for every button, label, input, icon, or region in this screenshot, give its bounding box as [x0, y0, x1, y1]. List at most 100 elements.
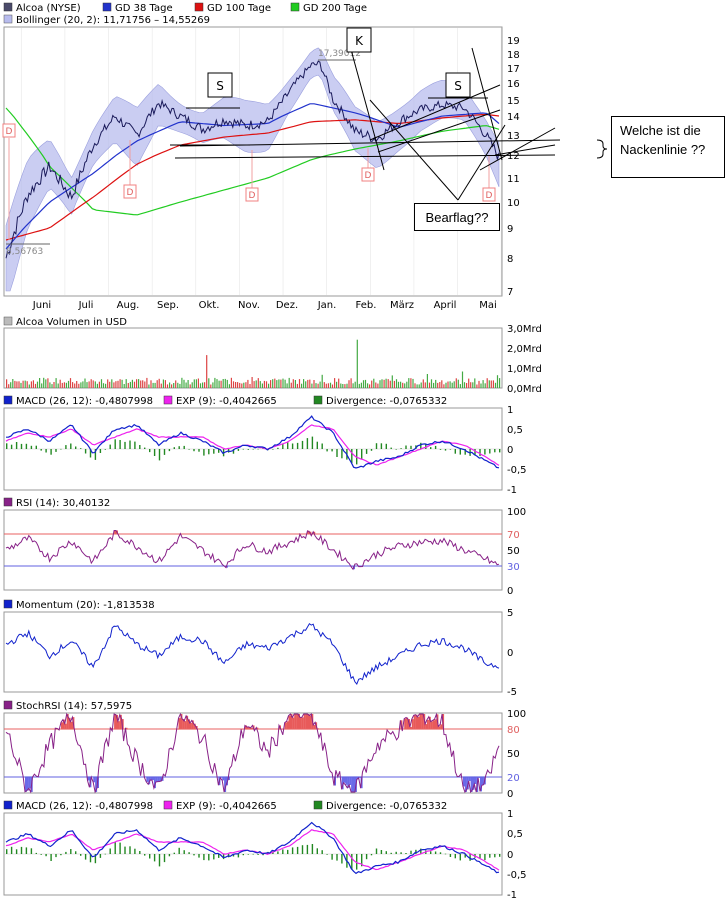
- volume-bar: [408, 378, 410, 388]
- divergence-bar: [341, 449, 343, 459]
- volume-bar: [228, 384, 230, 388]
- volume-bar: [414, 383, 416, 388]
- divergence-bar: [168, 449, 171, 452]
- oversold-fill: [474, 776, 477, 784]
- volume-bar: [129, 381, 131, 388]
- month-maerz: März: [390, 300, 414, 311]
- divergence-bar: [119, 440, 121, 449]
- divergence-bar: [213, 449, 215, 454]
- volume-bar: [391, 375, 393, 388]
- overbought-fill: [421, 714, 424, 730]
- divergence-bar: [499, 449, 501, 453]
- divergence-bar: [331, 449, 333, 452]
- volume-bar: [150, 380, 152, 388]
- divergence-bar: [15, 849, 18, 854]
- price-tick-11: 11: [507, 174, 520, 185]
- divergence-bar: [158, 449, 161, 461]
- macd2-tick-0: 0: [507, 850, 513, 861]
- volume-bar: [191, 382, 193, 388]
- macd1-macd-line: [5, 415, 500, 469]
- dividend-marker-5: D: [486, 191, 493, 201]
- divergence-bar: [430, 851, 432, 854]
- volume-bar: [189, 384, 191, 388]
- overbought-fill: [440, 724, 443, 730]
- divergence-bar: [114, 842, 116, 854]
- overbought-fill: [286, 721, 289, 730]
- volume-tick-1: 1,0Mrd: [507, 364, 542, 375]
- month-mai: Mai: [479, 300, 497, 311]
- divergence-bar: [237, 854, 240, 858]
- volume-bar: [55, 378, 57, 388]
- divergence-bar: [178, 847, 180, 854]
- divergence-bar: [144, 854, 146, 856]
- volume-bar: [418, 384, 420, 388]
- volume-bar: [482, 380, 484, 388]
- divergence-bar: [198, 854, 200, 858]
- divergence-bar: [361, 449, 363, 460]
- volume-bar: [22, 380, 24, 388]
- oversold-fill: [148, 776, 151, 785]
- volume-tick-2: 2,0Mrd: [507, 344, 542, 355]
- volume-bar: [67, 380, 70, 388]
- rsi-tick-100: 100: [507, 507, 526, 518]
- volume-bar: [325, 383, 327, 388]
- volume-bar: [57, 383, 59, 388]
- divergence-bar: [306, 438, 309, 449]
- divergence-bar: [218, 449, 220, 453]
- legend-gd200: GD 200 Tage: [303, 3, 367, 14]
- divergence-bar: [444, 449, 447, 451]
- volume-bar: [102, 383, 105, 388]
- volume-bar: [282, 378, 284, 388]
- divergence-bar: [444, 853, 447, 855]
- macd1-exp-label: EXP (9): -0,4042665: [176, 396, 277, 407]
- oversold-fill: [341, 776, 344, 790]
- price-tick-16: 16: [507, 79, 520, 90]
- divergence-bar: [287, 442, 289, 449]
- divergence-bar: [277, 447, 279, 449]
- divergence-bar: [420, 848, 422, 854]
- divergence-bar: [153, 854, 156, 862]
- divergence-bar: [365, 854, 368, 860]
- overbought-fill: [119, 714, 122, 730]
- volume-bar: [453, 381, 455, 388]
- divergence-bar: [262, 854, 264, 856]
- volume-bar: [360, 382, 362, 388]
- divergence-bar: [484, 854, 486, 861]
- overbought-fill: [415, 714, 418, 730]
- volume-bar: [459, 384, 461, 388]
- divergence-bar: [183, 850, 185, 854]
- overbought-fill: [413, 715, 416, 730]
- divergence-bar: [50, 854, 52, 861]
- macd1-tick-05: 0,5: [507, 425, 523, 436]
- volume-bar: [397, 381, 400, 388]
- volume-bar: [276, 380, 278, 388]
- volume-bar: [280, 379, 282, 388]
- divergence-bar: [119, 842, 121, 854]
- overbought-fill: [189, 723, 192, 730]
- overbought-fill: [307, 530, 310, 535]
- volume-bar: [255, 380, 257, 388]
- divergence-bar: [361, 854, 363, 867]
- volume-bar: [422, 379, 424, 388]
- volume-bar: [492, 380, 494, 388]
- divergence-bar: [89, 854, 92, 863]
- divergence-bar: [356, 854, 358, 870]
- oversold-fill: [159, 776, 162, 782]
- divergence-bar: [144, 447, 146, 449]
- stochrsi-tick-0: 0: [507, 789, 513, 800]
- volume-bar: [164, 380, 166, 388]
- volume-bar: [237, 382, 239, 388]
- volume-bar: [364, 379, 367, 388]
- overbought-fill: [307, 714, 310, 730]
- divergence-bar: [434, 851, 437, 854]
- divergence-bar: [89, 449, 92, 458]
- volume-tick-0: 0,0Mrd: [507, 384, 542, 395]
- volume-bar: [94, 381, 96, 388]
- overbought-fill: [186, 715, 189, 730]
- volume-bar: [346, 383, 348, 388]
- volume-bar: [387, 379, 389, 388]
- divergence-bar: [385, 851, 387, 854]
- overbought-fill: [292, 717, 295, 730]
- momentum-tick-m5: -5: [507, 687, 517, 698]
- divergence-bar: [35, 445, 37, 449]
